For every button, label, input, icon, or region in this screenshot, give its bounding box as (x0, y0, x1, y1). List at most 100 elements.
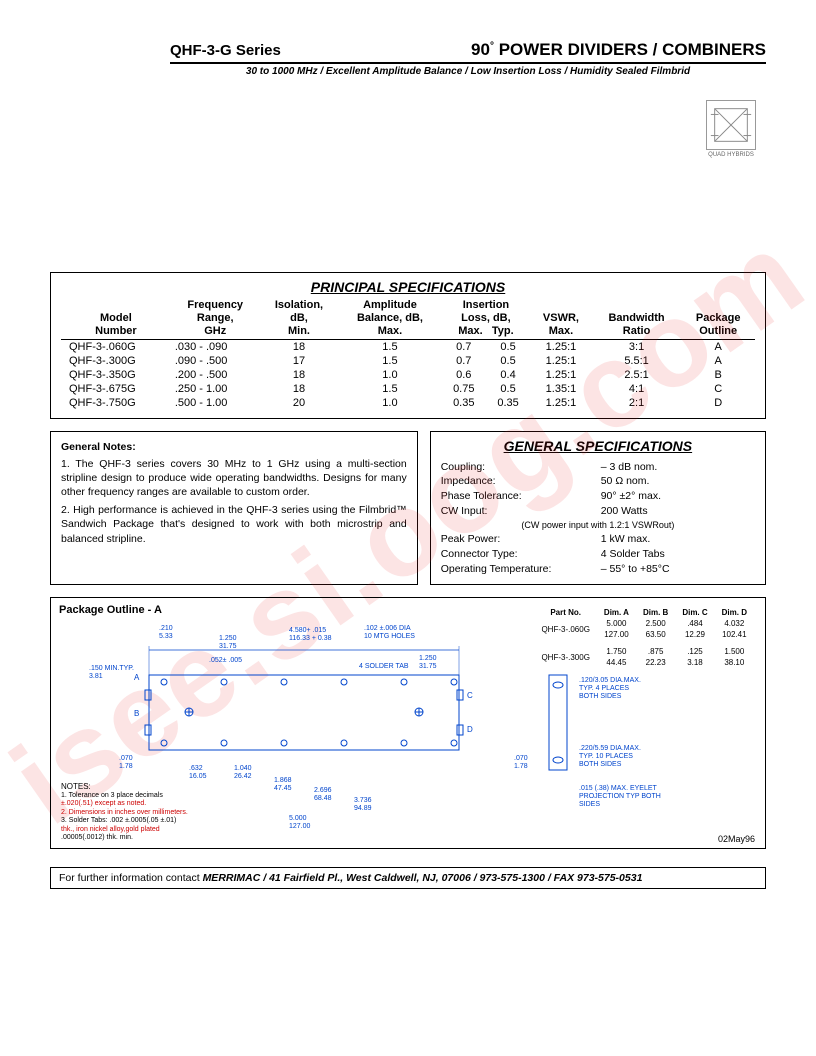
genspec-row: CW Input:200 Watts (441, 504, 755, 519)
svg-text:1.78: 1.78 (514, 763, 528, 770)
table-row: QHF-3-.350G.200 - .500181.00.60.41.25:12… (61, 368, 755, 382)
outline-note-2: 2. Dimensions in inches over millimeters… (61, 809, 261, 817)
svg-text:TYP. 4 PLACES: TYP. 4 PLACES (579, 685, 629, 692)
dimtable-h-c: Dim. C (676, 608, 713, 617)
svg-text:1.250: 1.250 (419, 655, 437, 662)
col-iso: Isolation,dB,Min. (260, 299, 339, 339)
svg-text:31.75: 31.75 (219, 643, 237, 650)
cell-il-max: 0.6 (442, 368, 486, 382)
cell-model: QHF-3-.750G (61, 396, 171, 410)
genspec-val: – 55° to +85°C (601, 562, 755, 577)
svg-text:.632: .632 (189, 765, 203, 772)
genspec-val: 90° ±2° max. (601, 489, 755, 504)
col-pkg: PackageOutline (681, 299, 755, 339)
cell-range: .090 - .500 (171, 354, 260, 368)
cell-range: .030 - .090 (171, 339, 260, 354)
table-row: QHF-3-.750G.500 - 1.00201.00.350.351.25:… (61, 396, 755, 410)
genspec-val: 50 Ω nom. (601, 474, 755, 489)
cell-bw: 4:1 (592, 382, 682, 396)
package-outline-box: Package Outline - A Part No. Dim. A Dim.… (50, 597, 766, 849)
svg-text:SIDES: SIDES (579, 801, 600, 808)
cell-amp: 1.5 (338, 382, 441, 396)
svg-text:.070: .070 (119, 755, 133, 762)
logo-box: QUAD HYBRIDS (706, 100, 756, 150)
outline-note-1a: 1. Tolerance on 3 place decimals (61, 792, 261, 800)
general-notes-box: General Notes: 1. The QHF-3 series cover… (50, 431, 418, 586)
title-degree: ° (490, 40, 494, 51)
header-subtitle: 30 to 1000 MHz / Excellent Amplitude Bal… (170, 66, 766, 77)
genspec-val: 200 Watts (601, 504, 755, 519)
dimtable-h-a: Dim. A (598, 608, 635, 617)
svg-text:PROJECTION TYP BOTH: PROJECTION TYP BOTH (579, 793, 661, 800)
svg-text:.102 ±.006 DIA: .102 ±.006 DIA (364, 625, 411, 632)
footer-pre: For further information contact (59, 872, 203, 884)
svg-text:31.75: 31.75 (419, 663, 437, 670)
genspec-row: Phase Tolerance:90° ±2° max. (441, 489, 755, 504)
cell-il-typ: 0.35 (486, 396, 530, 410)
cell-bw: 5.5:1 (592, 354, 682, 368)
cell-iso: 18 (260, 339, 339, 354)
genspec-val: 1 kW max. (601, 532, 755, 547)
svg-text:16.05: 16.05 (189, 773, 207, 780)
footer-company: MERRIMAC (203, 872, 261, 884)
svg-text:.220/5.59 DIA.MAX.: .220/5.59 DIA.MAX. (579, 745, 641, 752)
genspec-row: Coupling:– 3 dB nom. (441, 460, 755, 475)
cell-bw: 2:1 (592, 396, 682, 410)
svg-text:.070: .070 (514, 755, 528, 762)
spec-table-container: PRINCIPAL SPECIFICATIONS ModelNumber Fre… (50, 272, 766, 419)
genspec-key: Coupling: (441, 460, 601, 475)
col-bw: BandwidthRatio (592, 299, 682, 339)
outline-date: 02May96 (718, 834, 755, 844)
cell-il-max: 0.35 (442, 396, 486, 410)
svg-text:94.89: 94.89 (354, 805, 372, 812)
svg-text:5.000: 5.000 (289, 815, 307, 822)
svg-text:.052± .005: .052± .005 (209, 657, 242, 664)
svg-text:10 MTG HOLES: 10 MTG HOLES (364, 633, 415, 640)
cell-il-max: 0.7 (442, 339, 486, 354)
svg-text:.210: .210 (159, 625, 173, 632)
cell-iso: 18 (260, 368, 339, 382)
dimtable-h-b: Dim. B (637, 608, 674, 617)
cell-pkg: A (681, 339, 755, 354)
series-title: QHF-3-G Series (170, 42, 281, 59)
outline-notes-heading: NOTES: (61, 782, 261, 792)
cell-pkg: A (681, 354, 755, 368)
cell-model: QHF-3-.350G (61, 368, 171, 382)
title-rest: POWER DIVIDERS / COMBINERS (499, 40, 766, 59)
footer-contact: For further information contact MERRIMAC… (50, 867, 766, 889)
svg-text:D: D (467, 725, 473, 734)
svg-text:47.45: 47.45 (274, 785, 292, 792)
header-row: QHF-3-G Series 90° POWER DIVIDERS / COMB… (170, 40, 766, 64)
quad-hybrid-icon (707, 101, 755, 149)
cell-vswr: 1.25:1 (530, 354, 592, 368)
svg-text:2.696: 2.696 (314, 787, 332, 794)
svg-text:1.040: 1.040 (234, 765, 252, 772)
table-row: QHF-3-.675G.250 - 1.00181.50.750.51.35:1… (61, 382, 755, 396)
svg-text:1.868: 1.868 (274, 777, 292, 784)
table-header-row: ModelNumber FrequencyRange,GHz Isolation… (61, 299, 755, 339)
svg-text:4.580+ .015: 4.580+ .015 (289, 627, 326, 634)
cell-amp: 1.0 (338, 396, 441, 410)
cell-amp: 1.0 (338, 368, 441, 382)
cell-pkg: B (681, 368, 755, 382)
genspec-key: Peak Power: (441, 532, 601, 547)
note-2: 2. High performance is achieved in the Q… (61, 503, 407, 546)
svg-text:127.00: 127.00 (289, 823, 311, 830)
svg-text:BOTH SIDES: BOTH SIDES (579, 693, 622, 700)
cell-il-typ: 0.5 (486, 382, 530, 396)
svg-text:1.250: 1.250 (219, 635, 237, 642)
svg-text:68.48: 68.48 (314, 795, 332, 802)
svg-text:B: B (134, 709, 139, 718)
genspec-key: Operating Temperature: (441, 562, 601, 577)
notes-heading: General Notes: (61, 440, 407, 454)
cell-iso: 18 (260, 382, 339, 396)
col-insertion: InsertionLoss, dB,Max. Typ. (442, 299, 531, 339)
general-spec-box: GENERAL SPECIFICATIONS Coupling:– 3 dB n… (430, 431, 766, 586)
cw-note: (CW power input with 1.2:1 VSWRout) (441, 520, 755, 530)
cell-model: QHF-3-.675G (61, 382, 171, 396)
outline-note-3a: 3. Solder Tabs: .002 ±.0005(.05 ±.01) (61, 817, 261, 825)
genspec-row: Connector Type:4 Solder Tabs (441, 547, 755, 562)
svg-text:3.736: 3.736 (354, 797, 372, 804)
cell-amp: 1.5 (338, 339, 441, 354)
svg-text:26.42: 26.42 (234, 773, 252, 780)
